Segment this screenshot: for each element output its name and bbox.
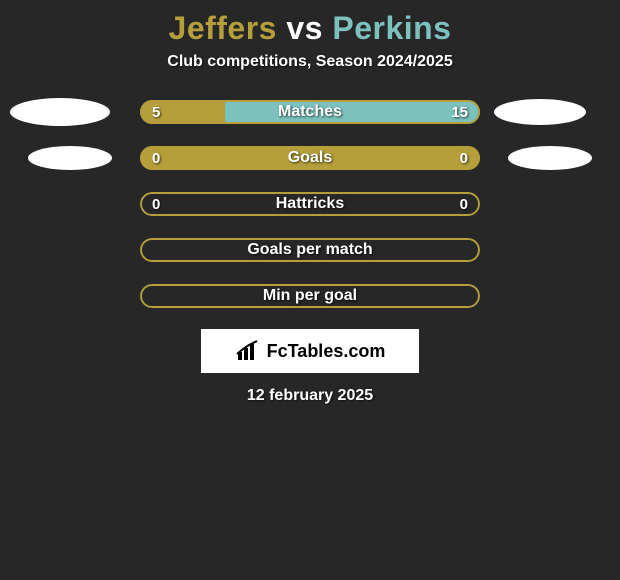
date-text: 12 february 2025 <box>0 381 620 405</box>
stat-bar: 515Matches <box>140 100 480 124</box>
stat-row: 00Goals <box>0 135 620 181</box>
brand-chart-icon <box>235 340 261 362</box>
page-title: Jeffers vs Perkins <box>0 0 620 53</box>
stat-bar: 00Goals <box>140 146 480 170</box>
brand-badge: FcTables.com <box>201 329 419 373</box>
player-avatar <box>508 146 592 170</box>
title-vs: vs <box>286 10 323 46</box>
stat-row: 515Matches <box>0 89 620 135</box>
stat-row: Min per goal <box>0 273 620 319</box>
comparison-rows: 515Matches 00Goals 00Hattricks Goals per ma… <box>0 89 620 319</box>
player-avatar <box>28 146 112 170</box>
stat-bar: Min per goal <box>140 284 480 308</box>
subtitle: Club competitions, Season 2024/2025 <box>0 53 620 89</box>
stat-label: Min per goal <box>140 284 480 308</box>
stat-label: Hattricks <box>140 192 480 216</box>
stat-bar: 00Hattricks <box>140 192 480 216</box>
title-player1: Jeffers <box>169 10 277 46</box>
title-player2: Perkins <box>332 10 451 46</box>
stat-label: Goals <box>140 146 480 170</box>
stat-bar: Goals per match <box>140 238 480 262</box>
stat-label: Goals per match <box>140 238 480 262</box>
brand-text: FcTables.com <box>267 341 386 362</box>
stat-row: 00Hattricks <box>0 181 620 227</box>
stat-row: Goals per match <box>0 227 620 273</box>
player-avatar <box>10 98 110 126</box>
player-avatar <box>494 99 586 125</box>
stat-label: Matches <box>140 100 480 124</box>
